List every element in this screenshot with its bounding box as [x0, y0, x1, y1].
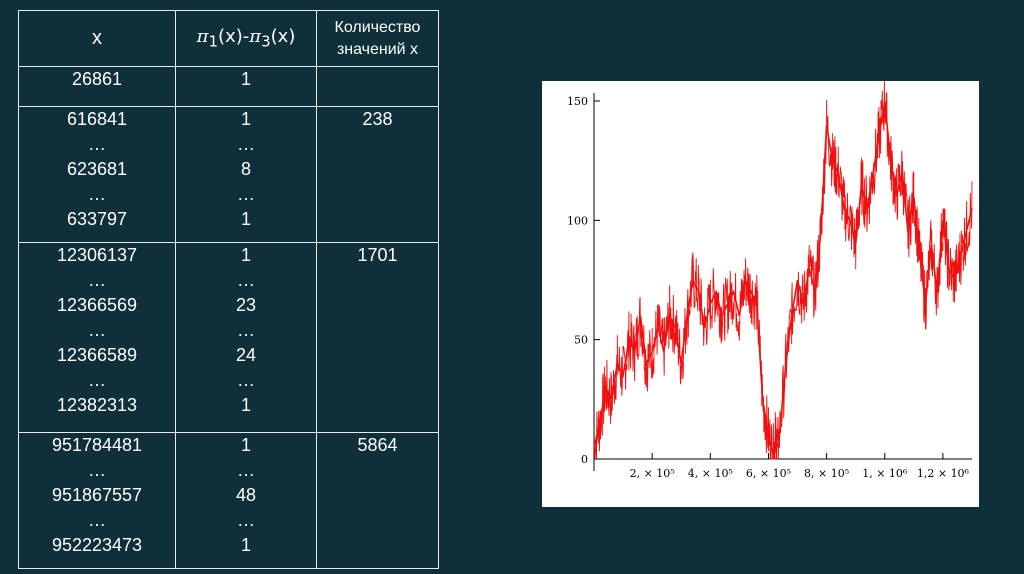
header-pi-difference: π1(x)-π3(x)	[175, 10, 317, 67]
diff-value: …	[237, 134, 255, 154]
y-tick-label: 0	[581, 453, 588, 466]
x-value: 12366589	[56, 345, 138, 365]
cell-diff-values: 1 … 23 … 24 … 1	[175, 242, 317, 433]
diff-value: 1	[240, 435, 251, 455]
line-chart: 0 50 100 150 2, × 10⁵ 4, × 10⁵ 6, × 10⁵ 8, × 10…	[567, 81, 973, 480]
diff-value: 1	[240, 535, 251, 555]
data-table: x π1(x)-π3(x) Количество значений x 2686…	[18, 10, 439, 569]
diff-value: …	[237, 270, 255, 290]
x-value: 616841	[66, 109, 128, 129]
cell-count	[316, 66, 439, 107]
x-value: 12306137	[56, 245, 138, 265]
diff-value: 24	[235, 345, 257, 365]
diff-value: …	[237, 320, 255, 340]
cell-diff-values: 1	[175, 66, 317, 107]
x-tick-label: 1,2 × 10⁶	[917, 467, 970, 480]
diff-value: 1	[240, 209, 251, 229]
diff-value: 8	[240, 159, 251, 179]
x-value: 952223473	[51, 535, 143, 555]
x-value: 12382313	[56, 395, 138, 415]
table-row: 951784481 … 951867557 … 952223473 1 … 48 … 1 5864	[18, 432, 439, 569]
series-line	[593, 100, 973, 455]
x-value: …	[88, 510, 106, 530]
cell-x-values: 12306137 … 12366569 … 12366589 … 12382313	[18, 242, 176, 433]
x-value: 633797	[66, 209, 128, 229]
table-row: 616841 … 623681 … 633797 1 … 8 … 1 238	[18, 106, 439, 243]
x-tick-label: 6, × 10⁵	[746, 467, 791, 480]
x-tick-label: 1, × 10⁶	[862, 467, 908, 480]
diff-value: …	[237, 370, 255, 390]
count-value: 5864	[357, 435, 398, 455]
diff-value: 1	[240, 395, 251, 415]
x-value: 951784481	[51, 435, 143, 455]
x-tick-label: 8, × 10⁵	[804, 467, 849, 480]
diff-value: …	[237, 184, 255, 204]
cell-diff-values: 1 … 48 … 1	[175, 432, 317, 569]
diff-value: 1	[240, 245, 251, 265]
table-row: 26861 1	[18, 66, 439, 107]
x-value: …	[88, 184, 106, 204]
x-value: …	[88, 134, 106, 154]
x-value: 623681	[66, 159, 128, 179]
x-value: …	[88, 370, 106, 390]
x-value: …	[88, 320, 106, 340]
cell-x-values: 26861	[18, 66, 176, 107]
count-value: 1701	[357, 245, 398, 265]
x-tick-label: 4, × 10⁵	[688, 467, 733, 480]
table-header-row: x π1(x)-π3(x) Количество значений x	[18, 10, 439, 67]
diff-value: 1	[240, 69, 251, 89]
y-tick-label: 100	[567, 214, 588, 227]
table-row: 12306137 … 12366569 … 12366589 … 12382313 1 … 23 ……	[18, 242, 439, 433]
diff-value: 48	[235, 485, 257, 505]
cell-x-values: 951784481 … 951867557 … 952223473	[18, 432, 176, 569]
y-tick-label: 50	[574, 334, 588, 347]
cell-count: 238	[316, 106, 439, 243]
x-value: …	[88, 460, 106, 480]
header-x: x	[18, 10, 176, 67]
x-value: …	[88, 270, 106, 290]
cell-diff-values: 1 … 8 … 1	[175, 106, 317, 243]
diff-value: 1	[240, 109, 251, 129]
x-tick-label: 2, × 10⁵	[630, 467, 675, 480]
y-tick-label: 150	[567, 95, 588, 108]
x-value: 26861	[71, 69, 123, 89]
cell-count: 5864	[316, 432, 439, 569]
diff-value: 23	[235, 295, 257, 315]
x-value: 12366569	[56, 295, 138, 315]
chart-panel: 0 50 100 150 2, × 10⁵ 4, × 10⁵ 6, × 10⁵ 8, × 10…	[542, 81, 979, 507]
cell-x-values: 616841 … 623681 … 633797	[18, 106, 176, 243]
header-count: Количество значений x	[316, 10, 439, 67]
x-value: 951867557	[51, 485, 143, 505]
cell-count: 1701	[316, 242, 439, 433]
count-value: 238	[362, 109, 393, 129]
series-noise-line	[593, 81, 973, 460]
diff-value: …	[237, 510, 255, 530]
diff-value: …	[237, 460, 255, 480]
